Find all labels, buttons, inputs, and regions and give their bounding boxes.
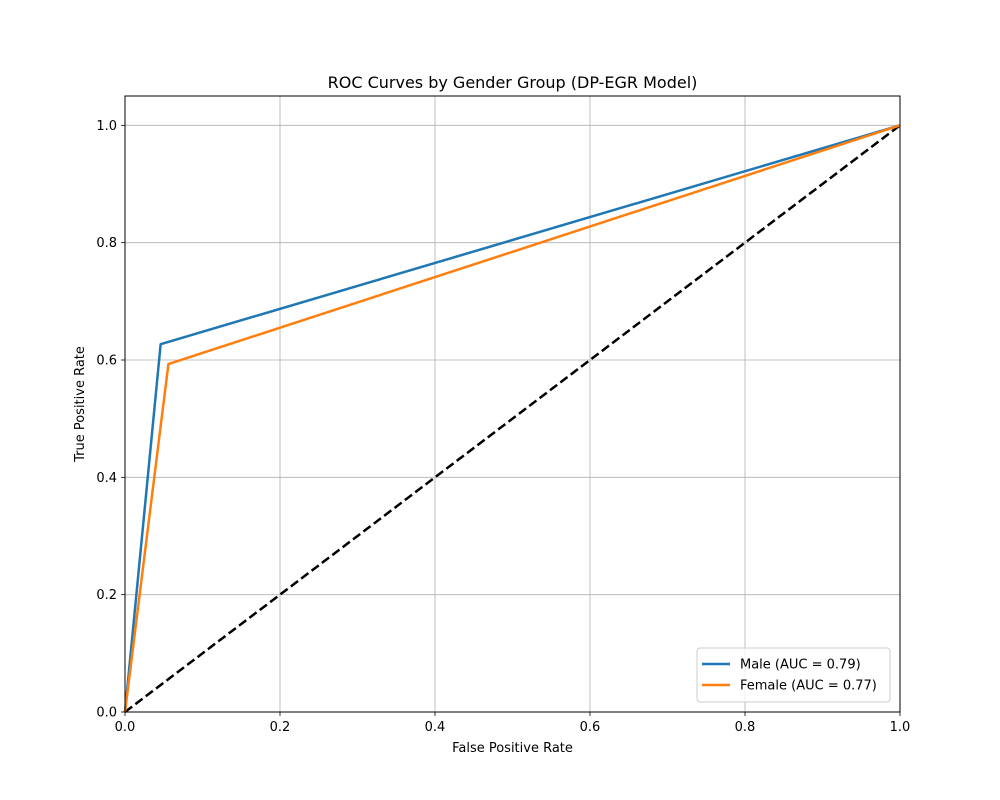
legend-entry-label: Male (AUC = 0.79) — [740, 658, 861, 673]
x-tick-label: 1.0 — [890, 720, 911, 735]
diagonal-reference-line — [124, 124, 901, 713]
plot-frame — [124, 95, 901, 713]
y-tick-label: 0.6 — [96, 354, 117, 369]
legend-box — [696, 647, 891, 703]
x-axis-label: False Positive Rate — [452, 741, 573, 756]
series-layer — [123, 124, 901, 713]
x-tick-label: 0.4 — [425, 720, 446, 735]
x-tick-label: 0.0 — [115, 720, 136, 735]
y-tick-label: 0.0 — [96, 706, 117, 721]
x-tick-label: 0.8 — [735, 720, 756, 735]
y-tick-label: 1.0 — [96, 119, 117, 134]
y-tick-label: 0.2 — [96, 588, 117, 603]
x-axis-ticks: 0.0 0.2 0.4 0.6 0.8 1.0 — [115, 712, 911, 735]
x-tick-label: 0.2 — [270, 720, 291, 735]
series-line-1 — [123, 124, 901, 713]
y-tick-label: 0.4 — [96, 471, 117, 486]
legend: Male (AUC = 0.79) Female (AUC = 0.77) — [696, 647, 891, 703]
legend-entry-label: Female (AUC = 0.77) — [740, 679, 877, 694]
series-line-0 — [123, 124, 901, 713]
y-axis-ticks: 0.0 0.2 0.4 0.6 0.8 1.0 — [96, 119, 125, 721]
chart-title: ROC Curves by Gender Group (DP-EGR Model… — [328, 73, 698, 92]
grid-lines — [124, 96, 901, 713]
y-tick-label: 0.8 — [96, 236, 117, 251]
plot-area — [125, 96, 900, 712]
x-tick-label: 0.6 — [580, 720, 601, 735]
y-axis-label: True Positive Rate — [73, 346, 88, 463]
